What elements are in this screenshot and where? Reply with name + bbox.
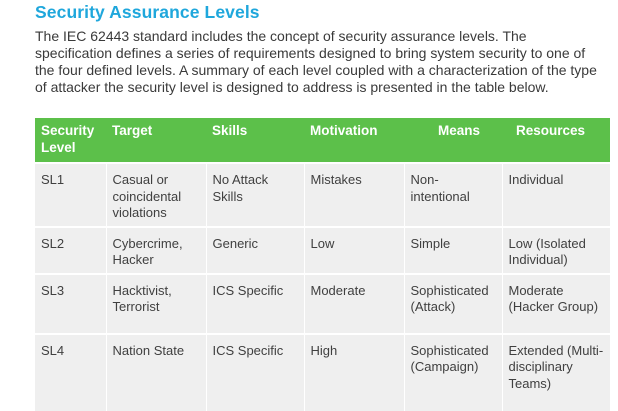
header-skills: Skills: [206, 118, 304, 163]
cell-level: SL1: [35, 162, 106, 227]
cell-resources: Extended (Multi-disciplinary Teams): [501, 332, 610, 411]
cell-skills: No Attack Skills: [205, 162, 304, 227]
cell-target: Casual or coincidental violations: [105, 162, 206, 227]
cell-means: Sophisticated (Attack): [403, 272, 502, 334]
cell-motivation: Mistakes: [303, 162, 404, 227]
table-body: SL1 Casual or coincidental violations No…: [35, 162, 610, 411]
table-row: SL2 Cybercrime, Hacker Generic Low Simpl…: [35, 225, 610, 274]
intro-paragraph: The IEC 62443 standard includes the conc…: [35, 28, 597, 95]
cell-target: Cybercrime, Hacker: [105, 225, 206, 274]
table-row: SL3 Hacktivist, Terrorist ICS Specific M…: [35, 272, 610, 334]
cell-resources: Low (Isolated Individual): [501, 225, 610, 274]
cell-means: Non-intentional: [403, 162, 502, 227]
cell-level: SL2: [35, 225, 106, 274]
cell-resources: Individual: [501, 162, 610, 227]
cell-motivation: Low: [303, 225, 404, 274]
cell-target: Hacktivist, Terrorist: [105, 272, 206, 334]
table-header-row: Security Level Target Skills Motivation …: [35, 118, 610, 163]
cell-level: SL4: [35, 332, 106, 411]
header-motivation: Motivation: [304, 118, 404, 163]
header-security-level: Security Level: [35, 118, 106, 163]
table-row: SL1 Casual or coincidental violations No…: [35, 162, 610, 227]
section-title: Security Assurance Levels: [35, 2, 260, 22]
cell-means: Simple: [403, 225, 502, 274]
cell-skills: Generic: [205, 225, 304, 274]
header-target: Target: [106, 118, 206, 163]
header-resources: Resources: [502, 118, 610, 163]
table-row: SL4 Nation State ICS Specific High Sophi…: [35, 332, 610, 411]
cell-skills: ICS Specific: [205, 332, 304, 411]
cell-target: Nation State: [105, 332, 206, 411]
cell-skills: ICS Specific: [205, 272, 304, 334]
cell-resources: Moderate (Hacker Group): [501, 272, 610, 334]
security-levels-table: Security Level Target Skills Motivation …: [35, 118, 610, 411]
cell-means: Sophisticated (Campaign): [403, 332, 502, 411]
header-means: Means: [404, 118, 502, 163]
table-header: Security Level Target Skills Motivation …: [35, 118, 610, 163]
cell-motivation: High: [303, 332, 404, 411]
cell-motivation: Moderate: [303, 272, 404, 334]
cell-level: SL3: [35, 272, 106, 334]
document-page: Security Assurance Levels The IEC 62443 …: [35, 0, 610, 411]
